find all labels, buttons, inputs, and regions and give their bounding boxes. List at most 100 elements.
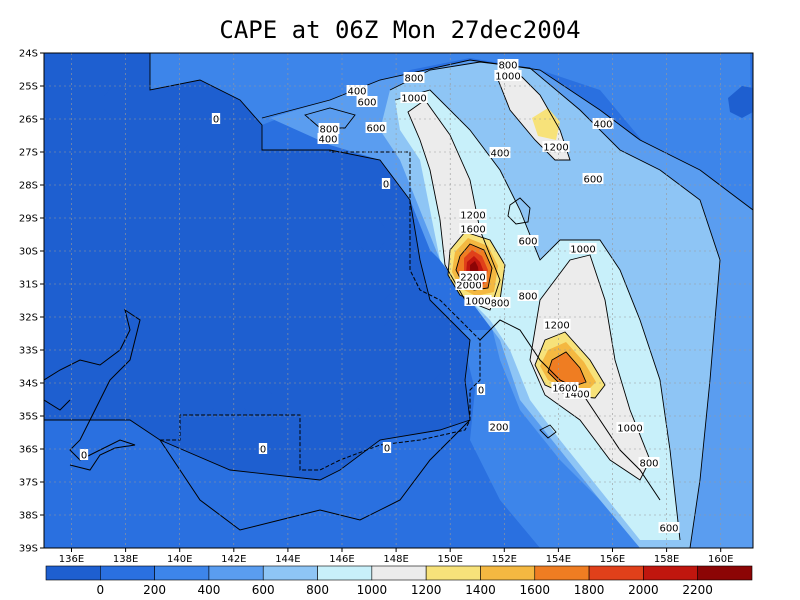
contour-label: 1400 (564, 390, 589, 401)
contour-label: 1200 (544, 321, 569, 332)
contour-label-bg (79, 449, 89, 460)
contour-label: 1000 (465, 297, 490, 308)
contour-label: 400 (593, 120, 612, 131)
contour-label-bg (489, 297, 511, 308)
contour-label-bg (381, 178, 391, 189)
colorbar-swatch (208, 565, 264, 581)
colorbar-swatch (697, 565, 753, 581)
colorbar-label: 2000 (628, 583, 659, 597)
lon-tick-label: 142E (221, 554, 246, 565)
cape-band-200-400 (150, 53, 753, 210)
lat-tick-label: 26S (19, 115, 38, 126)
contour-label-list: 0000002004004004004006006006006006008008… (79, 59, 680, 535)
contour-label-bg (563, 388, 591, 399)
contour-label-bg (382, 442, 392, 453)
map-title: CAPE at 06Z Mon 27dec2004 (219, 16, 581, 44)
contour-label: 1200 (460, 211, 485, 222)
contour-label: 2000 (456, 281, 481, 292)
contour-label: 600 (583, 175, 602, 186)
contour-label-bg (658, 522, 680, 533)
colorbar-label: 600 (252, 583, 275, 597)
cape-fill (44, 53, 753, 548)
colorbar-label: 1000 (357, 583, 388, 597)
contour-label-bg (211, 113, 221, 124)
colorbar-swatch (154, 565, 210, 581)
colorbar: 0 200 400 600 800 1000 1200 1400 1600 1800 2000 220… (45, 565, 753, 597)
contour-label-bg (616, 422, 644, 433)
contour-label-bg (638, 457, 660, 468)
lon-tick-label: 144E (275, 554, 300, 565)
contour-label-bg (517, 290, 539, 301)
colorbar-swatch (371, 565, 427, 581)
lon-tick-label: 148E (383, 554, 408, 565)
grid (44, 53, 753, 548)
lat-axis: 24S 25S 26S 27S 28S 29S 30S 31S 32S 33S 34S 35S 36S 3… (19, 49, 44, 555)
contour-label: 1000 (617, 424, 642, 435)
colorbar-label: 200 (143, 583, 166, 597)
lon-tick-label: 158E (654, 554, 679, 565)
colorbar-label: 1600 (519, 583, 550, 597)
colorbar-label: 1200 (411, 583, 442, 597)
lat-tick-label: 34S (19, 379, 38, 390)
contour-label-bg (317, 133, 339, 144)
lon-tick-label: 150E (437, 554, 462, 565)
lat-tick-label: 28S (19, 181, 38, 192)
contour-label: 800 (404, 74, 423, 85)
contour-label: 1000 (495, 72, 520, 83)
contour-label-bg (403, 72, 425, 83)
contour-label: 600 (366, 124, 385, 135)
contour-label-bg (464, 295, 492, 306)
contour-label-bg (497, 59, 519, 70)
contour-label-bg (258, 443, 268, 454)
contour-label-bg (582, 173, 604, 184)
lat-tick-label: 25S (19, 82, 38, 93)
contour-label-bg (542, 141, 570, 152)
colorbar-swatch (480, 565, 536, 581)
lat-tick-label: 31S (19, 280, 38, 291)
colorbar-swatch (262, 565, 318, 581)
contour-label: 400 (490, 149, 509, 160)
lat-tick-label: 36S (19, 445, 38, 456)
contour-label-bg (365, 122, 387, 133)
lon-tick-label: 154E (546, 554, 571, 565)
colorbar-swatch (588, 565, 644, 581)
contour-label-bg (476, 384, 486, 395)
contour-label-bg (494, 70, 522, 81)
colorbar-swatch (100, 565, 155, 581)
lat-tick-label: 29S (19, 214, 38, 225)
lat-tick-label: 39S (19, 544, 38, 555)
contour-label: 600 (357, 98, 376, 109)
lon-tick-label: 156E (600, 554, 625, 565)
contour-label-bg (400, 92, 428, 103)
contour-label: 1000 (570, 245, 595, 256)
contour-label: 600 (659, 524, 678, 535)
lon-axis: 136E 138E 140E 142E 144E 146E 148E 150E 152E 154E… (59, 548, 733, 565)
contour-label-bg (455, 279, 483, 290)
contour-label: 1600 (552, 384, 577, 395)
contour-label-bg (569, 243, 597, 254)
contour-label-bg (543, 319, 571, 330)
contour-label: 1000 (401, 94, 426, 105)
contour-label-bg (459, 223, 487, 234)
colorbar-label: 1400 (465, 583, 496, 597)
contour-label: 600 (518, 237, 537, 248)
cape-cells-below-0 (72, 86, 753, 416)
contour-label: 400 (318, 135, 337, 146)
contour-label: 0 (81, 451, 87, 462)
colorbar-label: 2200 (682, 583, 713, 597)
contour-label-bg (488, 421, 510, 432)
lon-tick-label: 152E (492, 554, 517, 565)
lat-tick-label: 33S (19, 346, 38, 357)
contour-label: 1200 (543, 143, 568, 154)
contour-label: 800 (498, 61, 517, 72)
lon-tick-label: 160E (708, 554, 733, 565)
lat-tick-label: 30S (19, 247, 38, 258)
contour-label-bg (459, 209, 487, 220)
contour-label: 0 (213, 115, 219, 126)
colorbar-swatch (643, 565, 698, 581)
contour-label: 800 (518, 292, 537, 303)
contour-label-bg (592, 118, 614, 129)
contour-label: 1600 (460, 225, 485, 236)
contour-label-bg (551, 382, 579, 393)
contour-label-bg (517, 235, 539, 246)
